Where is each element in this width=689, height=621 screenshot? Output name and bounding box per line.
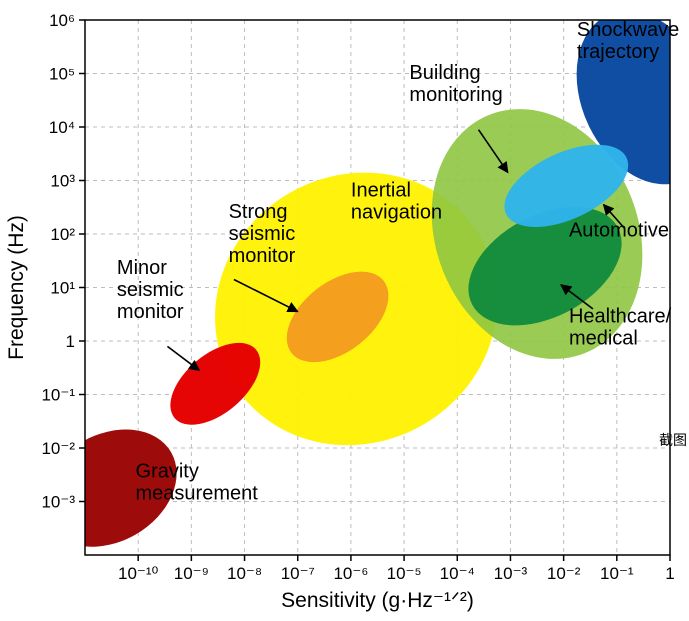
ytick--2: 10⁻²	[41, 439, 75, 458]
xtick--7: 10⁻⁷	[281, 564, 315, 583]
xtick--8: 10⁻⁸	[227, 564, 262, 583]
y-axis-label: Frequency (Hz)	[5, 215, 28, 360]
ytick-0: 1	[66, 332, 75, 351]
xtick-0: 1	[665, 564, 674, 583]
x-axis-label: Sensitivity (g·Hz⁻¹ᐟ²)	[281, 589, 474, 612]
xtick--2: 10⁻²	[547, 564, 581, 583]
ytick-2: 10²	[50, 225, 75, 244]
sensitivity-frequency-chart: 10⁻¹⁰ 10⁻⁹ 10⁻⁸ 10⁻⁷ 10⁻⁶ 10⁻⁵ 10⁻⁴ 10⁻³ 10⁻² 10⁻…	[0, 0, 689, 621]
ytick-5: 10⁵	[49, 65, 75, 84]
chart-svg: 10⁻¹⁰ 10⁻⁹ 10⁻⁸ 10⁻⁷ 10⁻⁶ 10⁻⁵ 10⁻⁴ 10⁻³ 10⁻² 10⁻…	[0, 0, 689, 621]
xtick--1: 10⁻¹	[600, 564, 634, 583]
xtick--5: 10⁻⁵	[387, 564, 422, 583]
ytick--3: 10⁻³	[41, 493, 75, 512]
xtick--4: 10⁻⁴	[440, 564, 475, 583]
ytick-3: 10³	[50, 172, 75, 191]
xtick--6: 10⁻⁶	[333, 564, 368, 583]
xtick--10: 10⁻¹⁰	[118, 564, 159, 583]
xtick--9: 10⁻⁹	[174, 564, 209, 583]
ytick-1: 10¹	[50, 279, 75, 298]
label-automotive: Automotive	[569, 220, 669, 242]
screenshot-watermark: 截图	[659, 430, 687, 450]
xtick--3: 10⁻³	[494, 564, 528, 583]
label-strong-seismic: Strongseismicmonitor	[229, 201, 296, 267]
ytick-6: 10⁶	[49, 11, 75, 30]
ytick--1: 10⁻¹	[41, 386, 75, 405]
ytick-4: 10⁴	[49, 118, 75, 137]
